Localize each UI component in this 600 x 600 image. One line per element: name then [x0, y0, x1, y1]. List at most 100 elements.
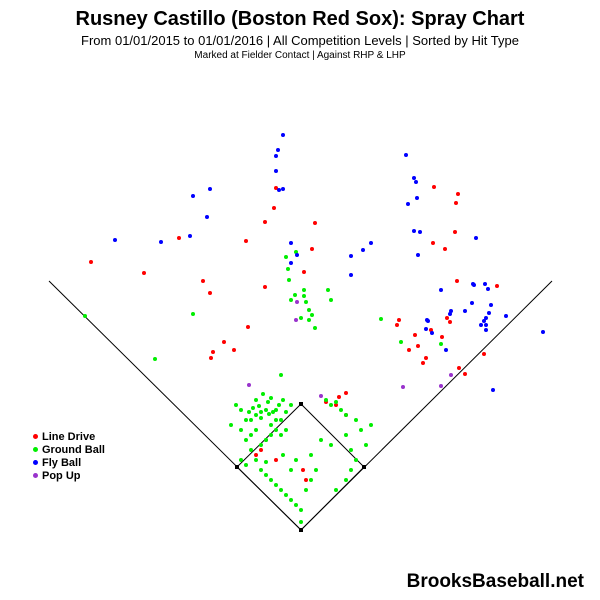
hit-marker-ground-ball	[359, 428, 363, 432]
hit-marker-fly-ball	[412, 176, 416, 180]
hit-marker-line-drive	[208, 291, 212, 295]
hit-marker-line-drive	[272, 206, 276, 210]
hit-marker-ground-ball	[274, 483, 278, 487]
hit-marker-ground-ball	[307, 318, 311, 322]
hit-marker-fly-ball	[414, 180, 418, 184]
hit-marker-ground-ball	[153, 357, 157, 361]
hit-marker-fly-ball	[444, 348, 448, 352]
hit-marker-fly-ball	[430, 331, 434, 335]
hit-marker-ground-ball	[339, 408, 343, 412]
hit-marker-ground-ball	[239, 428, 243, 432]
hit-marker-ground-ball	[364, 443, 368, 447]
hit-marker-fly-ball	[479, 323, 483, 327]
legend-marker-pop-up	[33, 473, 38, 478]
hit-marker-fly-ball	[274, 169, 278, 173]
hit-marker-ground-ball	[264, 473, 268, 477]
hit-marker-line-drive	[274, 458, 278, 462]
hit-marker-fly-ball	[471, 282, 475, 286]
field-lines	[48, 280, 553, 532]
hit-marker-ground-ball	[286, 267, 290, 271]
hit-marker-ground-ball	[191, 312, 195, 316]
legend-item-pop-up: Pop Up	[33, 469, 105, 482]
legend-item-line-drive: Line Drive	[33, 430, 105, 443]
brand-watermark: BrooksBaseball.net	[406, 571, 584, 592]
hit-marker-line-drive	[334, 403, 338, 407]
hit-marker-ground-ball	[269, 396, 273, 400]
hit-marker-fly-ball	[489, 303, 493, 307]
hit-marker-line-drive	[142, 271, 146, 275]
third-base	[235, 465, 239, 469]
hit-marker-ground-ball	[324, 398, 328, 402]
hit-marker-line-drive	[310, 247, 314, 251]
hit-marker-line-drive	[432, 185, 436, 189]
hit-marker-line-drive	[448, 320, 452, 324]
hit-marker-fly-ball	[159, 240, 163, 244]
hit-marker-pop-up	[439, 384, 443, 388]
hit-marker-fly-ball	[484, 328, 488, 332]
hit-marker-fly-ball	[113, 238, 117, 242]
hit-marker-ground-ball	[251, 406, 255, 410]
hit-marker-ground-ball	[299, 316, 303, 320]
hit-marker-fly-ball	[276, 148, 280, 152]
hit-marker-pop-up	[319, 394, 323, 398]
hit-marker-line-drive	[482, 352, 486, 356]
hit-marker-fly-ball	[205, 215, 209, 219]
hit-marker-ground-ball	[309, 478, 313, 482]
hit-marker-line-drive	[431, 241, 435, 245]
hit-marker-line-drive	[344, 391, 348, 395]
hit-marker-fly-ball	[416, 253, 420, 257]
hit-marker-fly-ball	[274, 154, 278, 158]
hit-marker-fly-ball	[449, 309, 453, 313]
hit-marker-ground-ball	[254, 398, 258, 402]
hit-marker-pop-up	[401, 385, 405, 389]
hit-marker-ground-ball	[269, 478, 273, 482]
hit-marker-ground-ball	[289, 298, 293, 302]
chart-title: Rusney Castillo (Boston Red Sox): Spray …	[75, 8, 525, 30]
hit-marker-ground-ball	[264, 438, 268, 442]
hit-marker-ground-ball	[302, 288, 306, 292]
hit-marker-line-drive	[274, 186, 278, 190]
hit-marker-ground-ball	[284, 255, 288, 259]
hit-marker-line-drive	[177, 236, 181, 240]
second-base	[299, 402, 303, 406]
legend: Line Drive Ground Ball Fly Ball Pop Up	[33, 430, 105, 482]
hit-marker-ground-ball	[349, 468, 353, 472]
hit-marker-ground-ball	[314, 468, 318, 472]
hit-marker-ground-ball	[304, 488, 308, 492]
hit-marker-line-drive	[440, 335, 444, 339]
hit-marker-ground-ball	[379, 317, 383, 321]
legend-marker-ground-ball	[33, 447, 38, 452]
hit-markers	[83, 133, 545, 524]
hit-marker-line-drive	[455, 279, 459, 283]
hit-marker-ground-ball	[279, 418, 283, 422]
hit-marker-fly-ball	[208, 187, 212, 191]
hit-marker-line-drive	[302, 270, 306, 274]
hit-marker-fly-ball	[484, 323, 488, 327]
legend-label-ground-ball: Ground Ball	[42, 443, 105, 456]
hit-marker-fly-ball	[483, 282, 487, 286]
hit-marker-fly-ball	[470, 301, 474, 305]
hit-marker-ground-ball	[277, 403, 281, 407]
hit-marker-fly-ball	[474, 236, 478, 240]
hit-marker-ground-ball	[279, 433, 283, 437]
hit-marker-line-drive	[244, 239, 248, 243]
hit-marker-ground-ball	[399, 340, 403, 344]
hit-marker-line-drive	[395, 323, 399, 327]
hit-marker-fly-ball	[484, 316, 488, 320]
hit-marker-line-drive	[416, 344, 420, 348]
hit-marker-ground-ball	[309, 453, 313, 457]
hit-marker-fly-ball	[463, 309, 467, 313]
hit-marker-ground-ball	[266, 400, 270, 404]
hit-marker-line-drive	[222, 340, 226, 344]
hit-marker-line-drive	[443, 247, 447, 251]
hit-marker-line-drive	[457, 366, 461, 370]
hit-marker-ground-ball	[83, 314, 87, 318]
hit-marker-ground-ball	[239, 408, 243, 412]
hit-marker-ground-ball	[284, 428, 288, 432]
hit-marker-fly-ball	[191, 194, 195, 198]
hit-marker-pop-up	[247, 383, 251, 387]
hit-marker-ground-ball	[274, 418, 278, 422]
hit-marker-ground-ball	[254, 428, 258, 432]
hit-marker-line-drive	[413, 333, 417, 337]
